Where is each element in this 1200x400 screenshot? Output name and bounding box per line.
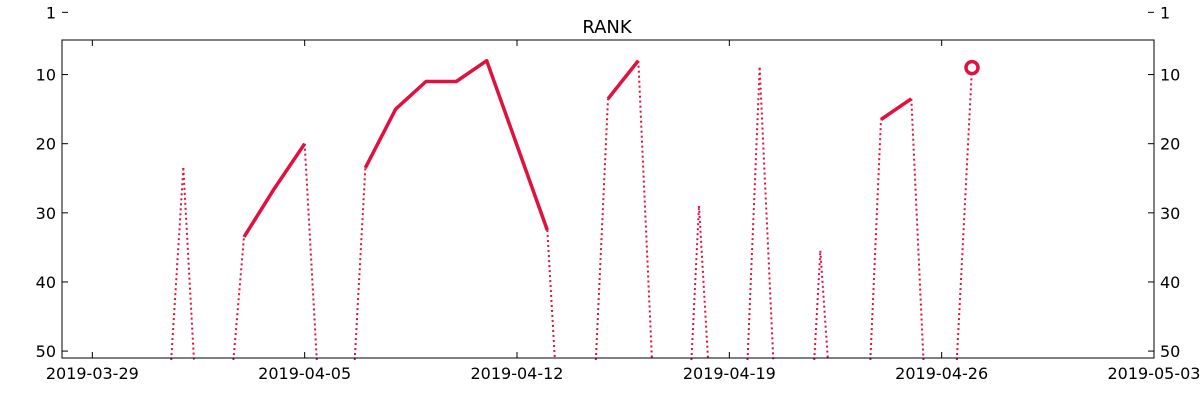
y-tick-label-right: 50 <box>1160 342 1180 361</box>
y-tick-label-right: 20 <box>1160 135 1180 154</box>
series-dropout-line <box>637 60 653 361</box>
series-dropout-line <box>813 250 822 361</box>
y-tick-label-right: 30 <box>1160 204 1180 223</box>
y-tick-label-right: 40 <box>1160 273 1180 292</box>
series-line-segment <box>880 97 913 121</box>
series-dropout-line <box>746 67 761 361</box>
series-dropout-line <box>303 143 318 361</box>
axes: 1 1 10 10 20 20 30 30 40 40 50 50 2019-03-29 2019-04-… <box>36 3 1200 383</box>
series-dropout-line <box>232 236 245 361</box>
plot-frame <box>61 39 1155 359</box>
y-tick-label-left: 50 <box>36 342 56 361</box>
x-tick-label: 2019-05-03 <box>1108 364 1200 383</box>
plot-area <box>170 58 980 361</box>
x-tick-label: 2019-04-19 <box>683 364 776 383</box>
series-dropout-line <box>698 205 710 361</box>
y-tick-label-left: 10 <box>36 66 56 85</box>
series-dropout-line <box>182 167 195 361</box>
latest-point-marker <box>964 59 980 76</box>
series-dropout-line <box>690 205 700 361</box>
series-line-segment <box>606 59 640 100</box>
y-tick-label-left: 20 <box>36 135 56 154</box>
series-dropout-line <box>594 98 609 361</box>
series-line-segment <box>363 58 549 231</box>
y-tick-label-right: 10 <box>1160 66 1180 85</box>
y-tick-label-left: 30 <box>36 204 56 223</box>
series-dropout-line <box>955 67 973 361</box>
series-dropout-line <box>546 230 556 361</box>
y-tick-label-right: 1 <box>1160 3 1170 22</box>
series-dropout-line <box>353 167 367 361</box>
series-dropout-line <box>910 98 925 361</box>
series-dropout-line <box>758 67 775 361</box>
y-tick-label-left: 40 <box>36 273 56 292</box>
series-line-segment <box>242 142 307 238</box>
x-tick-label: 2019-04-12 <box>471 364 564 383</box>
series-dropout-line <box>819 250 829 361</box>
series-dropout-line <box>170 167 185 361</box>
y-tick-label-left: 1 <box>46 3 56 22</box>
x-tick-label: 2019-03-29 <box>46 364 139 383</box>
chart-title: RANK <box>582 17 633 38</box>
x-tick-label: 2019-04-05 <box>258 364 351 383</box>
series-dropout-line <box>869 119 882 361</box>
x-tick-label: 2019-04-26 <box>895 364 988 383</box>
